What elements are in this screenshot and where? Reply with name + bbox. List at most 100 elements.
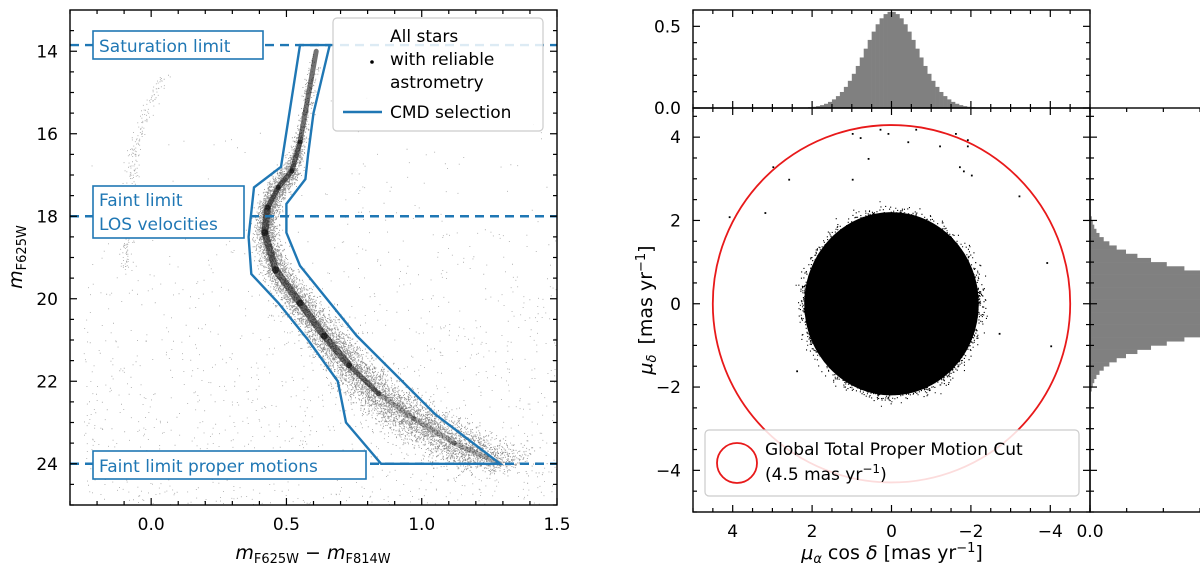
side-histogram-bar <box>1090 307 1200 313</box>
top-histogram-bar <box>935 86 940 108</box>
cmd-side-branch-stars <box>119 74 171 275</box>
cmd-ridge-segment <box>272 266 304 307</box>
pm-panel: 4 2 0 −2 −4 −4 −2 0 2 4 Global Total Proper Motio… <box>634 107 1091 567</box>
cmd-main-sequence-stars <box>251 44 548 484</box>
pm-star-points <box>728 128 1053 407</box>
pm-x-tick-label: 2 <box>807 522 818 542</box>
side-histogram-bar <box>1090 228 1097 234</box>
top-histogram-bar <box>863 48 868 108</box>
top-histogram-panel: 0.0 0.5 <box>654 9 1091 119</box>
pm-outlier-star <box>998 332 1001 335</box>
side-histogram-bar <box>1090 287 1200 292</box>
top-histogram-ticks: 0.0 0.5 <box>654 10 1091 119</box>
cmd-y-tick-label: 24 <box>36 455 58 475</box>
cmd-ridge-segment <box>261 229 280 274</box>
pm-outlier-star <box>887 132 890 135</box>
top-histogram-bar <box>839 91 845 108</box>
side-histogram-bar <box>1090 220 1093 225</box>
side-histogram-bar <box>1090 216 1092 221</box>
pm-y-tick-label: 0 <box>670 295 681 315</box>
top-histogram-bar <box>871 31 876 108</box>
top-histogram-bar <box>831 99 837 108</box>
cmd-star-density <box>83 44 557 505</box>
top-histogram-bar <box>879 18 884 108</box>
legend-selection-label: CMD selection <box>390 103 511 123</box>
side-histogram-bar <box>1090 345 1152 350</box>
top-histogram-bar <box>915 48 920 108</box>
saturation-limit-label-box: Saturation limit <box>92 30 264 60</box>
pm-outlier-star <box>728 216 731 219</box>
pm-outlier-star <box>851 178 854 181</box>
cmd-y-tick-label: 22 <box>36 372 58 392</box>
side-histogram-bar <box>1090 245 1117 250</box>
los-limit-label-line2: LOS velocities <box>99 215 218 235</box>
pm-y-axis-title: μδ[mas yr−1] <box>634 245 660 375</box>
top-histogram-bar <box>943 96 948 108</box>
side-histogram-x-tick-label: 0.0 <box>1076 522 1103 542</box>
cmd-ridge-segment <box>297 48 319 145</box>
pm-x-tick-label: 4 <box>727 522 738 542</box>
pm-outlier-star <box>1018 195 1021 198</box>
side-histogram-panel: 0.00.5 <box>1076 107 1200 542</box>
cmd-ridge-segment <box>411 415 457 446</box>
top-histogram-bar <box>895 14 900 108</box>
side-histogram-bar <box>1090 295 1200 300</box>
side-histogram-bar <box>1090 278 1200 284</box>
cmd-x-tick-label: 1.0 <box>408 515 435 535</box>
pm-cut-legend-line2: (4.5 mas yr−1) <box>765 462 887 485</box>
side-histogram-bar <box>1090 370 1100 375</box>
saturation-limit-label: Saturation limit <box>99 37 231 57</box>
pm-outlier-star <box>962 170 965 173</box>
pm-outlier-star <box>966 145 969 148</box>
cmd-x-tick-label: 1.5 <box>543 515 570 535</box>
top-histogram-y-tick-label: 0.0 <box>654 99 681 119</box>
cmd-x-axis-title: mF625W − mF814W <box>235 542 390 567</box>
top-histogram-bar <box>927 73 932 108</box>
side-histogram-bar <box>1090 241 1110 246</box>
pm-x-tick-label: 0 <box>886 522 897 542</box>
side-histogram-frame <box>1089 107 1200 513</box>
pm-outlier-star <box>970 174 973 177</box>
top-histogram-y-tick-label: 0.5 <box>654 17 681 37</box>
top-histogram-bar <box>899 18 904 108</box>
cmd-ridge-segment <box>265 184 281 211</box>
pm-ticks: 4 2 0 −2 −4 −4 −2 0 2 4 <box>656 108 1091 542</box>
top-histogram-bars <box>808 11 976 109</box>
legend-stars-line2: with reliable <box>390 50 494 70</box>
side-histogram-bar <box>1090 232 1100 238</box>
side-histogram-bar <box>1090 237 1104 242</box>
top-histogram-bar <box>835 96 841 108</box>
cmd-x-tick-label: 0.5 <box>273 515 300 535</box>
pm-x-axis-title: μα cos δ [mas yr−1] <box>800 541 983 567</box>
pm-cut-legend-marker <box>716 442 758 484</box>
side-histogram-bar <box>1090 303 1200 309</box>
pm-outlier-star <box>764 212 767 214</box>
legend-stars-line3: astrometry <box>390 73 484 93</box>
cmd-y-tick-label: 18 <box>36 207 58 227</box>
top-histogram-bar <box>887 11 892 109</box>
cmd-y-axis-title: mF625W <box>5 225 30 289</box>
side-histogram-bar <box>1090 332 1200 338</box>
pm-cut-legend: Global Total Proper Motion Cut (4.5 mas … <box>704 429 1080 497</box>
legend-star-marker <box>370 60 374 64</box>
pm-outlier-star <box>867 157 870 160</box>
top-histogram-bar <box>931 80 936 108</box>
side-histogram-bar <box>1090 299 1200 305</box>
side-histogram-bars <box>1090 216 1200 392</box>
side-histogram-bar <box>1090 270 1200 275</box>
top-histogram-bar <box>907 31 912 108</box>
side-histogram-bar <box>1090 262 1167 267</box>
pm-outlier-star <box>851 132 854 135</box>
top-histogram-bar <box>923 65 928 108</box>
side-histogram-bar <box>1090 274 1200 280</box>
side-histogram-bar <box>1090 353 1126 359</box>
top-histogram-bar <box>867 39 872 108</box>
side-histogram-ticks: 0.00.5 <box>1076 108 1200 542</box>
cmd-ticks: 0.0 0.5 1.0 1.5 14 16 18 20 22 24 <box>36 10 571 535</box>
side-histogram-bar <box>1090 328 1200 334</box>
top-histogram-bar <box>958 105 964 108</box>
side-histogram-bar <box>1090 291 1200 296</box>
cmd-panel: 0.0 0.5 1.0 1.5 14 16 18 20 22 24 Saturation limi… <box>5 9 571 567</box>
top-histogram-bar <box>875 24 880 108</box>
